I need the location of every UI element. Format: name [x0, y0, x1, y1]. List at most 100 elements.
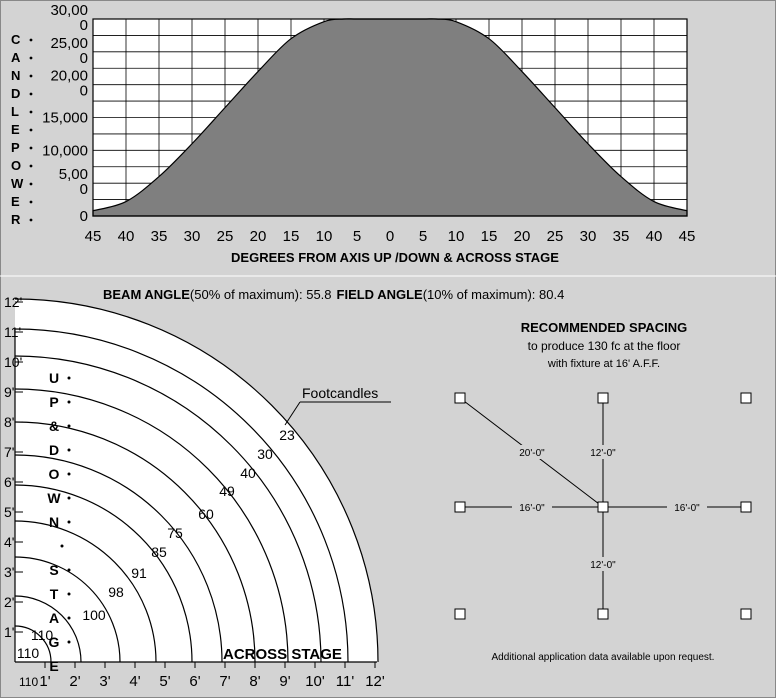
footcandles-leader [284, 401, 301, 426]
up-down-letter: O [49, 466, 60, 482]
isofootcandle-chart: 1' 2' 3' 4' 5' 6' 7' 8' 9' 10' 11' 12' 1' 2' 3' 4' 5' 6'… [4, 294, 391, 690]
horizontal-spacing-label-left: 16'-0" [519, 503, 545, 514]
isofootcandle-curve [14, 388, 289, 663]
letter-dot [29, 200, 33, 204]
letter-dot [60, 544, 64, 548]
contour-value-label: 110 [17, 645, 40, 661]
vert-label-bg-bottom [585, 557, 621, 571]
x-tick-label: 5 [353, 228, 361, 245]
y-tick-label: 0 [80, 17, 88, 34]
x-tick-label: 20 [250, 228, 267, 245]
iso-x-tick-label: 12' [365, 673, 385, 690]
y-tick-label: 10,000 [42, 142, 88, 159]
isofootcandle-curve [14, 421, 256, 663]
isofootcandle-curve [14, 625, 52, 663]
contour-value-label: 91 [131, 565, 147, 581]
y-axis-letter: E [11, 194, 20, 209]
fixture-square [597, 501, 609, 513]
y-tick-label: 0 [80, 208, 88, 225]
y-axis-letter: R [11, 212, 21, 227]
up-down-letter: D [49, 442, 59, 458]
y-tick-label: 0 [80, 50, 88, 67]
fixture-square [597, 608, 609, 620]
fixture-square [597, 392, 609, 404]
field-angle-value: (10% of maximum): 80.4 [423, 287, 565, 302]
y-axis-letter: L [11, 104, 19, 119]
x-tick-label: 40 [118, 228, 135, 245]
contour-value-label: 75 [167, 525, 183, 541]
y-axis-letter: E [11, 122, 20, 137]
y-axis-letter: C [11, 32, 21, 47]
plot-frame [92, 18, 688, 217]
fixture-square [454, 501, 466, 513]
letter-dot [29, 218, 33, 222]
y-axis-letter: A [11, 50, 21, 65]
up-down-letter: & [49, 418, 59, 434]
iso-x-tick-label: 5' [159, 673, 170, 690]
x-tick-label: 45 [85, 228, 102, 245]
iso-x-tick-label: 7' [219, 673, 230, 690]
up-down-letter: T [50, 586, 59, 602]
iso-x-tick-label: 1' [39, 673, 50, 690]
isofootcandle-curves [14, 298, 379, 663]
isofootcandle-curve [14, 595, 82, 663]
letter-dot [29, 56, 33, 60]
x-tick-label: 10 [316, 228, 333, 245]
contour-value-label: 40 [240, 465, 256, 481]
letter-dot [29, 92, 33, 96]
letter-dot [29, 182, 33, 186]
up-down-letter: N [49, 514, 59, 530]
vert-label-bg-top [585, 445, 621, 459]
x-axis-label: DEGREES FROM AXIS UP /DOWN & ACROSS STAG… [231, 250, 559, 265]
iso-x-tick-label: 9' [279, 673, 290, 690]
letter-dot [67, 424, 71, 428]
iso-x-tick-label: 11' [336, 673, 355, 690]
iso-x-tick-label: 10' [305, 673, 325, 690]
spacing-footer: Additional application data available up… [492, 652, 715, 663]
isofootcandle-curve [14, 355, 322, 663]
x-tick-label: 10 [448, 228, 465, 245]
across-stage-label: ACROSS STAGE [223, 646, 342, 663]
x-tick-label: 40 [646, 228, 663, 245]
up-down-letter: G [49, 634, 60, 650]
diag-label-bg [512, 445, 552, 459]
y-tick-label: 25,00 [50, 35, 88, 52]
up-down-letter: U [49, 370, 59, 386]
letter-dot [29, 74, 33, 78]
horiz-label-bg-left [512, 500, 552, 514]
letter-dot [29, 146, 33, 150]
x-tick-label: 35 [613, 228, 630, 245]
letter-dot [67, 640, 71, 644]
contour-value-label: 23 [279, 427, 295, 443]
contour-value-label: 110 [31, 627, 54, 643]
y-tick-label: 20,00 [50, 68, 88, 85]
contour-value-label: 60 [198, 506, 214, 522]
horiz-label-bg-right [667, 500, 707, 514]
iso-y-tick-label: 5' [4, 504, 14, 520]
iso-y-tick-label: 9' [4, 384, 14, 400]
x-tick-label: 20 [514, 228, 531, 245]
y-axis-letter: W [11, 176, 24, 191]
x-tick-label: 15 [481, 228, 498, 245]
contour-value-label: 98 [108, 584, 124, 600]
iso-y-tick-label: 1' [4, 624, 14, 640]
fixture-square [740, 501, 752, 513]
illumination-area [15, 299, 378, 662]
y-axis-letter: D [11, 86, 20, 101]
letter-dot [67, 472, 71, 476]
diagonal-spacing-label: 20'-0" [519, 448, 545, 459]
x-tick-label: 25 [217, 228, 234, 245]
up-down-letter: P [49, 394, 58, 410]
iso-x-tick-label: 2' [69, 673, 80, 690]
iso-x-tick-labels: 1' 2' 3' 4' 5' 6' 7' 8' 9' 10' 11' 12' [39, 662, 385, 690]
contour-value-label: 49 [219, 483, 235, 499]
beam-angle-value: (50% of maximum): 55.8 [190, 287, 332, 302]
isofootcandle-curve [14, 298, 379, 663]
fixture-square [454, 392, 466, 404]
iso-y-tick-label: 2' [4, 594, 14, 610]
up-down-letter: A [49, 610, 59, 626]
